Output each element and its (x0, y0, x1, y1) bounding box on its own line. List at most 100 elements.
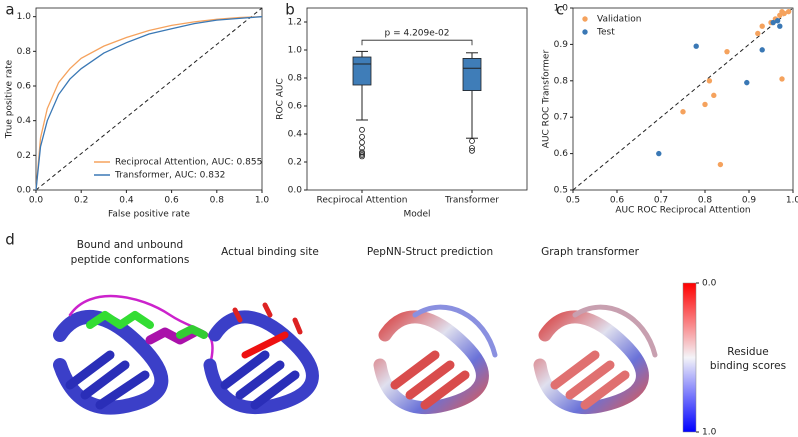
scatter-point (693, 43, 699, 49)
y-tick-label: 0.6 (288, 102, 303, 112)
scatter-point (759, 23, 765, 29)
y-tick-label: 0.0 (288, 186, 303, 196)
legend-swatch (582, 16, 588, 22)
outlier (359, 153, 365, 160)
panel-label: d (5, 231, 15, 249)
y-tick-label: 0.9 (554, 40, 569, 50)
significance-bracket (361, 39, 473, 46)
axes-frame (306, 7, 528, 191)
legend-label: Test (596, 28, 615, 38)
colorbar-tick-label: 0.0 (702, 279, 717, 289)
scatter-point (680, 109, 686, 115)
legend-label: Reciprocal Attention, AUC: 0.855 (115, 158, 262, 168)
y-tick-label: 1.0 (17, 12, 32, 22)
scatter-point (711, 92, 717, 99)
scatter-point (785, 8, 792, 15)
outlier (469, 147, 475, 154)
scatter-point (702, 101, 708, 108)
outlier (469, 145, 475, 151)
axes-frame (35, 7, 263, 191)
outlier (359, 139, 365, 146)
y-tick-label: 0.8 (17, 47, 32, 57)
box (462, 58, 482, 92)
y-tick-label: 0.4 (17, 116, 32, 126)
x-tick-label: Recpirocal Attention (317, 196, 408, 206)
x-tick-label: 1.0 (786, 196, 798, 206)
x-tick-label: 0.2 (74, 196, 88, 206)
image-title: Bound and unbound (77, 239, 183, 251)
x-tick-label: 0.9 (742, 196, 757, 206)
y-tick-label: 1.0 (554, 4, 569, 14)
annotation: p = 4.209e-02 (385, 29, 450, 39)
outlier (359, 145, 365, 151)
y-tick-label: 0.5 (554, 186, 568, 196)
y-tick-label: 0.2 (288, 158, 302, 168)
legend-swatch (582, 29, 588, 35)
x-tick-label: 0.8 (210, 196, 225, 206)
x-axis-label: Model (403, 210, 430, 220)
y-tick-label: 1.0 (288, 46, 303, 56)
y-tick-label: 0.6 (17, 82, 32, 92)
image-title: PepNN-Struct prediction (367, 246, 493, 258)
outlier (469, 138, 475, 144)
axes-frame (572, 7, 794, 191)
y-tick-label: 0.7 (554, 113, 568, 123)
scatter-point (717, 161, 724, 168)
image-title: Graph transformer (541, 246, 639, 258)
protein-4 (533, 304, 658, 415)
colorbar (682, 282, 697, 433)
x-tick-label: 0.5 (566, 196, 580, 206)
legend-label: Validation (597, 15, 641, 25)
scatter-point (770, 19, 776, 26)
protein-2 (203, 302, 319, 415)
colorbar-label: Residue (727, 346, 768, 358)
x-tick-label: 0.4 (119, 196, 134, 206)
colorbar-tick-label: 1.0 (702, 428, 717, 437)
scatter-point (777, 23, 783, 29)
panel-label: c (556, 1, 564, 19)
scatter-point (755, 30, 761, 37)
y-tick-label: 0.4 (288, 130, 303, 140)
y-axis-label: ROC AUC (276, 78, 286, 120)
protein-1 (53, 294, 214, 415)
image-title: peptide conformations (71, 254, 190, 266)
x-tick-label: 0.7 (654, 196, 668, 206)
scatter-point (781, 10, 787, 17)
diagonal (35, 7, 263, 191)
x-tick-label: 0.0 (29, 196, 44, 206)
x-axis-label: False positive rate (108, 210, 190, 220)
panel-label: a (5, 1, 14, 19)
image-title: Actual binding site (221, 246, 319, 258)
colorbar-label: binding scores (710, 360, 786, 372)
y-tick-label: 0.0 (17, 186, 32, 196)
y-tick-label: 0.2 (17, 151, 31, 161)
x-tick-label: 1.0 (255, 196, 270, 206)
x-tick-label: Transformer (444, 196, 499, 206)
outlier (359, 133, 365, 140)
scatter-point (744, 79, 750, 86)
legend-label: Transformer, AUC: 0.832 (114, 171, 225, 181)
y-tick-label: 0.6 (554, 149, 569, 159)
y-axis-label: AUC ROC Transformer (542, 50, 552, 149)
scatter-point (706, 78, 713, 84)
protein-3 (373, 304, 498, 415)
outlier (359, 126, 365, 133)
x-tick-label: 0.6 (610, 196, 625, 206)
roc-curve (35, 16, 263, 191)
roc-curve (35, 16, 263, 191)
x-tick-label: 0.8 (698, 196, 713, 206)
scatter-point (724, 48, 730, 55)
y-tick-label: 0.8 (554, 76, 569, 86)
y-tick-label: 1.2 (288, 18, 302, 28)
x-tick-label: 0.6 (164, 196, 179, 206)
scatter-point (656, 150, 662, 157)
scatter-point (779, 76, 785, 82)
panel-label: b (285, 1, 295, 19)
scatter-point (759, 47, 765, 53)
y-tick-label: 0.8 (288, 74, 303, 84)
diagonal (572, 7, 794, 191)
protein-images (53, 294, 658, 415)
x-axis-label: AUC ROC Reciprocal Attention (615, 206, 750, 216)
box (352, 56, 372, 86)
